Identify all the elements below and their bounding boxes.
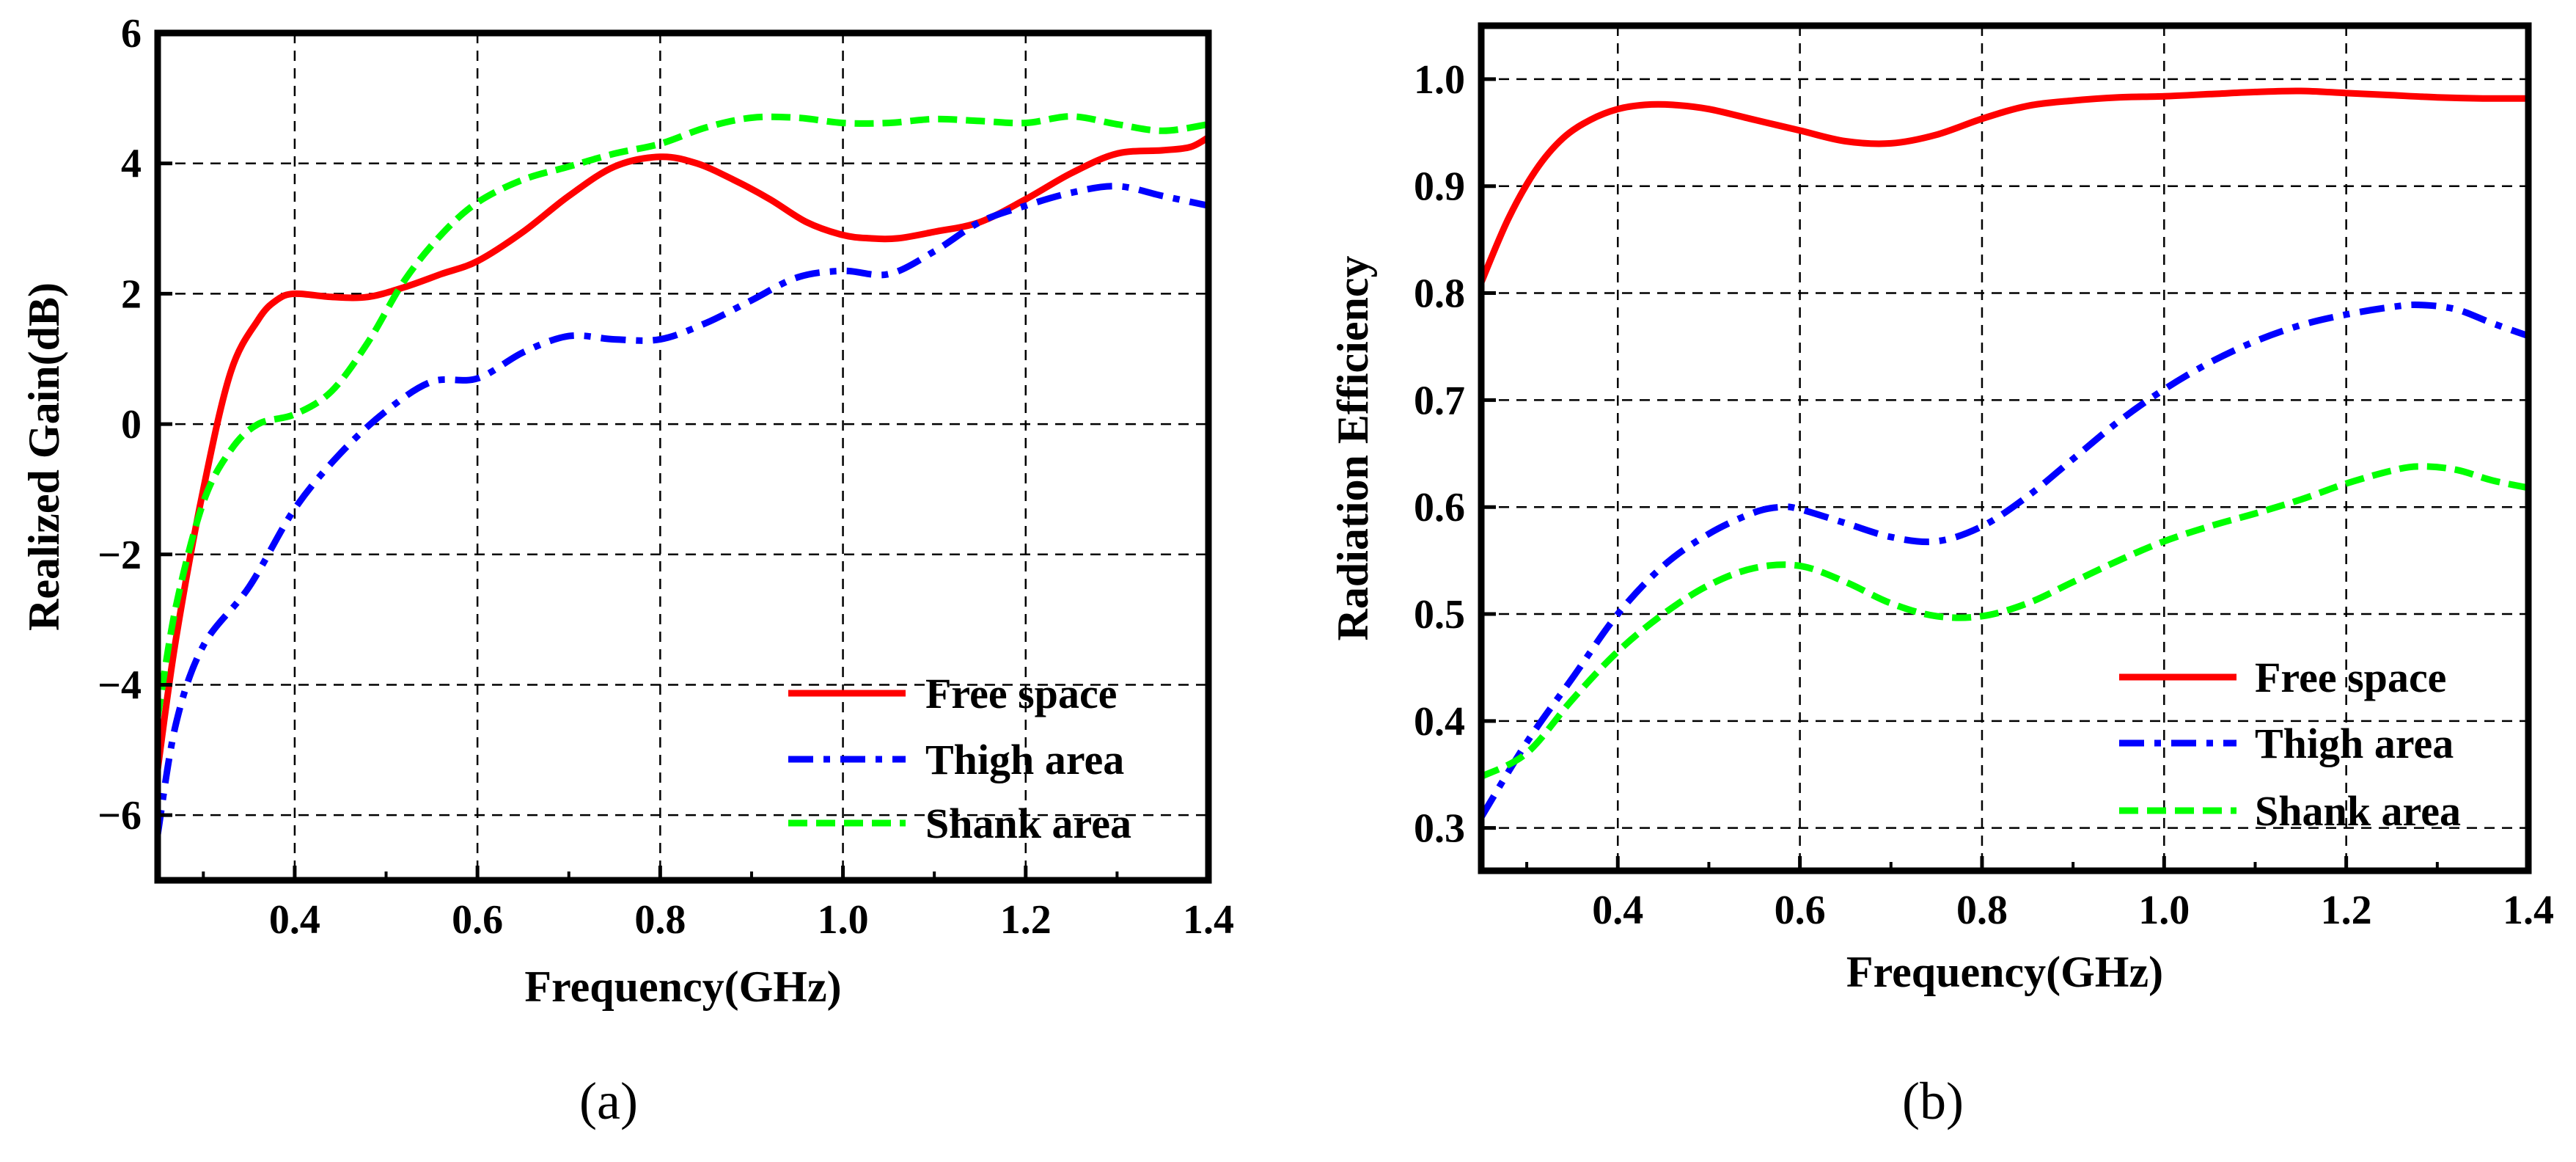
chart-b-x-tick-label: 0.8 (1956, 888, 2008, 933)
chart-a-grid (158, 33, 1208, 880)
chart-b-series-shank-area (1479, 463, 2529, 780)
chart-b-y-tick-label: 0.4 (1414, 699, 1465, 745)
chart-b-x-tick-label: 1.4 (2503, 888, 2554, 933)
chart-panel-a: 0.4 0.6 0.8 1.0 1.2 1.4 −6 −4 −2 0 2 4 6 Free space … (20, 11, 1234, 1130)
chart-a-y-tick-label: −4 (98, 662, 142, 708)
chart-a-y-tick-label: −6 (98, 793, 142, 838)
chart-b-y-tick-label: 0.3 (1414, 806, 1465, 852)
chart-a-x-tick-label: 0.4 (269, 897, 320, 943)
chart-a-x-tick-label: 1.2 (1000, 897, 1052, 943)
chart-b-caption: (b) (1902, 1072, 1964, 1130)
chart-b-series-free-space (1478, 87, 2529, 284)
chart-a-y-tick-label: 2 (121, 271, 142, 317)
chart-b-y-tick-label: 0.9 (1414, 164, 1465, 210)
chart-b-x-tick-label: 0.6 (1775, 888, 1826, 933)
chart-a-ticks: 0.4 0.6 0.8 1.0 1.2 1.4 −6 −4 −2 0 2 4 6 (98, 11, 1234, 943)
chart-a-series (154, 113, 1211, 836)
chart-a-legend-label-free-space: Free space (925, 670, 1117, 717)
chart-a-legend-label-thigh-area: Thigh area (925, 736, 1124, 783)
chart-b-series-thigh-area (1478, 301, 2530, 819)
chart-panel-b: 0.4 0.6 0.8 1.0 1.2 1.4 0.3 0.4 0.5 0.6 0.7 0.8 0.9 1… (1329, 22, 2554, 1130)
chart-a-series-shank-area (154, 113, 1209, 718)
chart-b-y-tick-label: 0.6 (1414, 485, 1465, 530)
chart-b-x-tick-label: 0.4 (1592, 888, 1643, 933)
chart-a-x-tick-label: 1.0 (818, 897, 869, 943)
chart-b-x-axis-label: Frequency(GHz) (1846, 948, 2163, 996)
chart-a-x-tick-label: 0.8 (634, 897, 686, 943)
chart-a-series-free-space (154, 134, 1211, 770)
chart-b-ticks: 0.4 0.6 0.8 1.0 1.2 1.4 0.3 0.4 0.5 0.6 0.7 0.8 0.9 1… (1414, 57, 2554, 933)
chart-b-legend-label-free-space: Free space (2255, 654, 2446, 701)
chart-a-y-tick-label: −2 (98, 533, 142, 578)
chart-a-x-tick-label: 1.4 (1183, 897, 1234, 943)
chart-b-y-tick-label: 0.7 (1414, 378, 1465, 423)
chart-b-frame (1478, 22, 2532, 874)
chart-b-y-tick-label: 0.5 (1414, 592, 1465, 637)
chart-b-y-axis-label: Radiation Efficiency (1329, 256, 1377, 641)
chart-b-legend-label-thigh-area: Thigh area (2255, 720, 2454, 767)
chart-b-series (1478, 87, 2530, 819)
chart-b-y-tick-label: 0.8 (1414, 271, 1465, 317)
chart-a-x-tick-label: 0.6 (452, 897, 503, 943)
chart-a-y-tick-label: 6 (121, 11, 142, 56)
chart-a-x-axis-label: Frequency(GHz) (524, 962, 841, 1011)
chart-a-caption: (a) (579, 1072, 638, 1130)
chart-a-legend-label-shank-area: Shank area (925, 800, 1131, 847)
chart-a-y-axis-label: Realized Gain(dB) (20, 282, 68, 631)
chart-a-frame (154, 29, 1212, 884)
chart-a-y-tick-label: 4 (121, 142, 142, 187)
chart-b-x-tick-label: 1.0 (2138, 888, 2190, 933)
chart-a-y-tick-label: 0 (121, 402, 142, 447)
chart-b-y-tick-label: 1.0 (1414, 57, 1465, 103)
chart-b-legend-label-shank-area: Shank area (2255, 787, 2461, 835)
chart-a-legend: Free space Thigh area Shank area (788, 670, 1131, 847)
chart-b-legend: Free space Thigh area Shank area (2119, 654, 2461, 835)
chart-b-x-tick-label: 1.2 (2321, 888, 2372, 933)
chart-b-grid (1481, 26, 2528, 871)
